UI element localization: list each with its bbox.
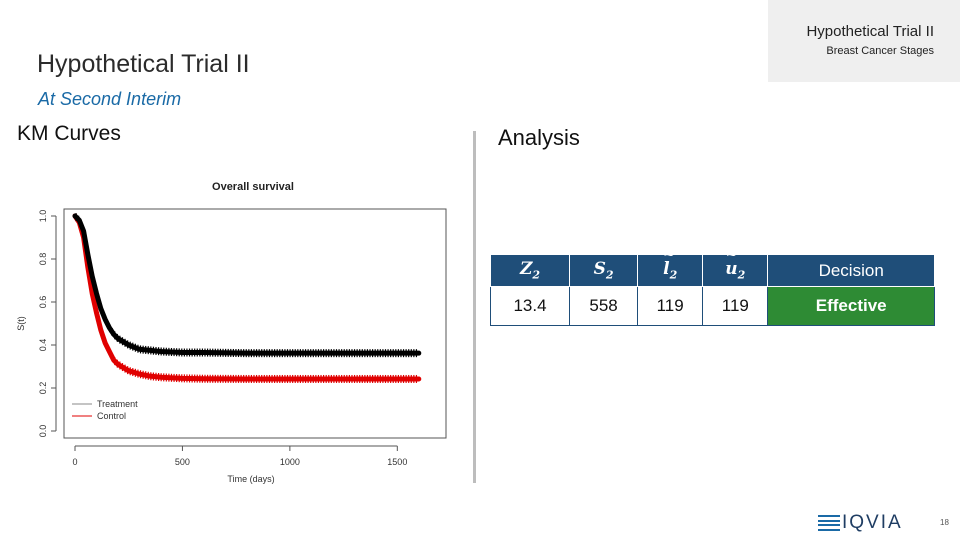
header-s2-sub: 2 [605,268,614,282]
iqvia-logo: IQVIA [818,512,903,533]
cell-z2: 13.4 [489,286,571,326]
cell-u2: 119 [702,286,769,326]
header-s2-symbol: S [593,259,606,280]
y-tick-label: 1.0 [38,210,48,223]
series-line-control [72,213,422,382]
header-decision: Decision [767,254,935,287]
x-tick-label: 500 [175,457,190,467]
header-l2-symbol: l [663,247,670,279]
x-tick-label: 1500 [387,457,407,467]
table-row: 13.4 558 119 119 Effective [489,286,935,326]
page-number: 18 [940,518,949,527]
legend-label-treatment: Treatment [97,399,138,409]
legend-label-control: Control [97,411,126,421]
plot-frame [63,208,447,439]
header-z2: Z2 [489,254,571,287]
cell-decision: Effective [767,286,935,326]
censor-marks-control [75,213,418,383]
y-tick-label: 0.0 [38,425,48,438]
cell-s2: 558 [569,286,639,326]
header-u2: u2 [702,247,769,287]
table-header-row: Z2 S2 l2 u2 Decision [489,247,935,287]
x-axis-label: Time (days) [227,474,274,484]
section-divider [473,131,476,483]
slide-subtitle: At Second Interim [38,89,182,109]
cell-l2: 119 [637,286,704,326]
analysis-heading: Analysis [498,125,580,150]
series-line-treatment [72,213,422,356]
x-tick-label: 0 [72,457,77,467]
logo-text: IQVIA [842,512,903,533]
header-s2: S2 [569,254,639,287]
slide-title: Hypothetical Trial II [37,50,250,78]
y-tick-label: 0.2 [38,382,48,395]
y-tick-label: 0.8 [38,253,48,266]
header-u2-sub: 2 [737,268,746,282]
decision-table: Z2 S2 l2 u2 Decision 13.4 558 119 119 Ef… [489,247,935,326]
header-z2-sub: 2 [532,268,541,282]
km-curves-heading: KM Curves [17,122,121,145]
chart-title: Overall survival [212,181,294,193]
header-l2-sub: 2 [669,268,678,282]
header-l2: l2 [637,247,704,287]
km-chart-svg: Overall survival 0 500 1000 1500 Time (days) 0… [16,181,447,484]
km-chart: Overall survival 0 500 1000 1500 Time (days) 0… [8,172,460,490]
tab-title: Hypothetical Trial II [806,23,934,40]
header-u2-symbol: u [725,247,738,279]
header-tab: Hypothetical Trial II Breast Cancer Stag… [768,0,960,82]
y-axis-label: S(t) [16,316,26,331]
censor-marks-treatment [75,213,418,358]
logo-bars-icon [818,515,840,531]
y-tick-label: 0.6 [38,296,48,309]
y-tick-label: 0.4 [38,339,48,352]
x-tick-label: 1000 [280,457,300,467]
tab-subtitle: Breast Cancer Stages [826,45,934,57]
header-z2-symbol: Z [519,259,533,280]
